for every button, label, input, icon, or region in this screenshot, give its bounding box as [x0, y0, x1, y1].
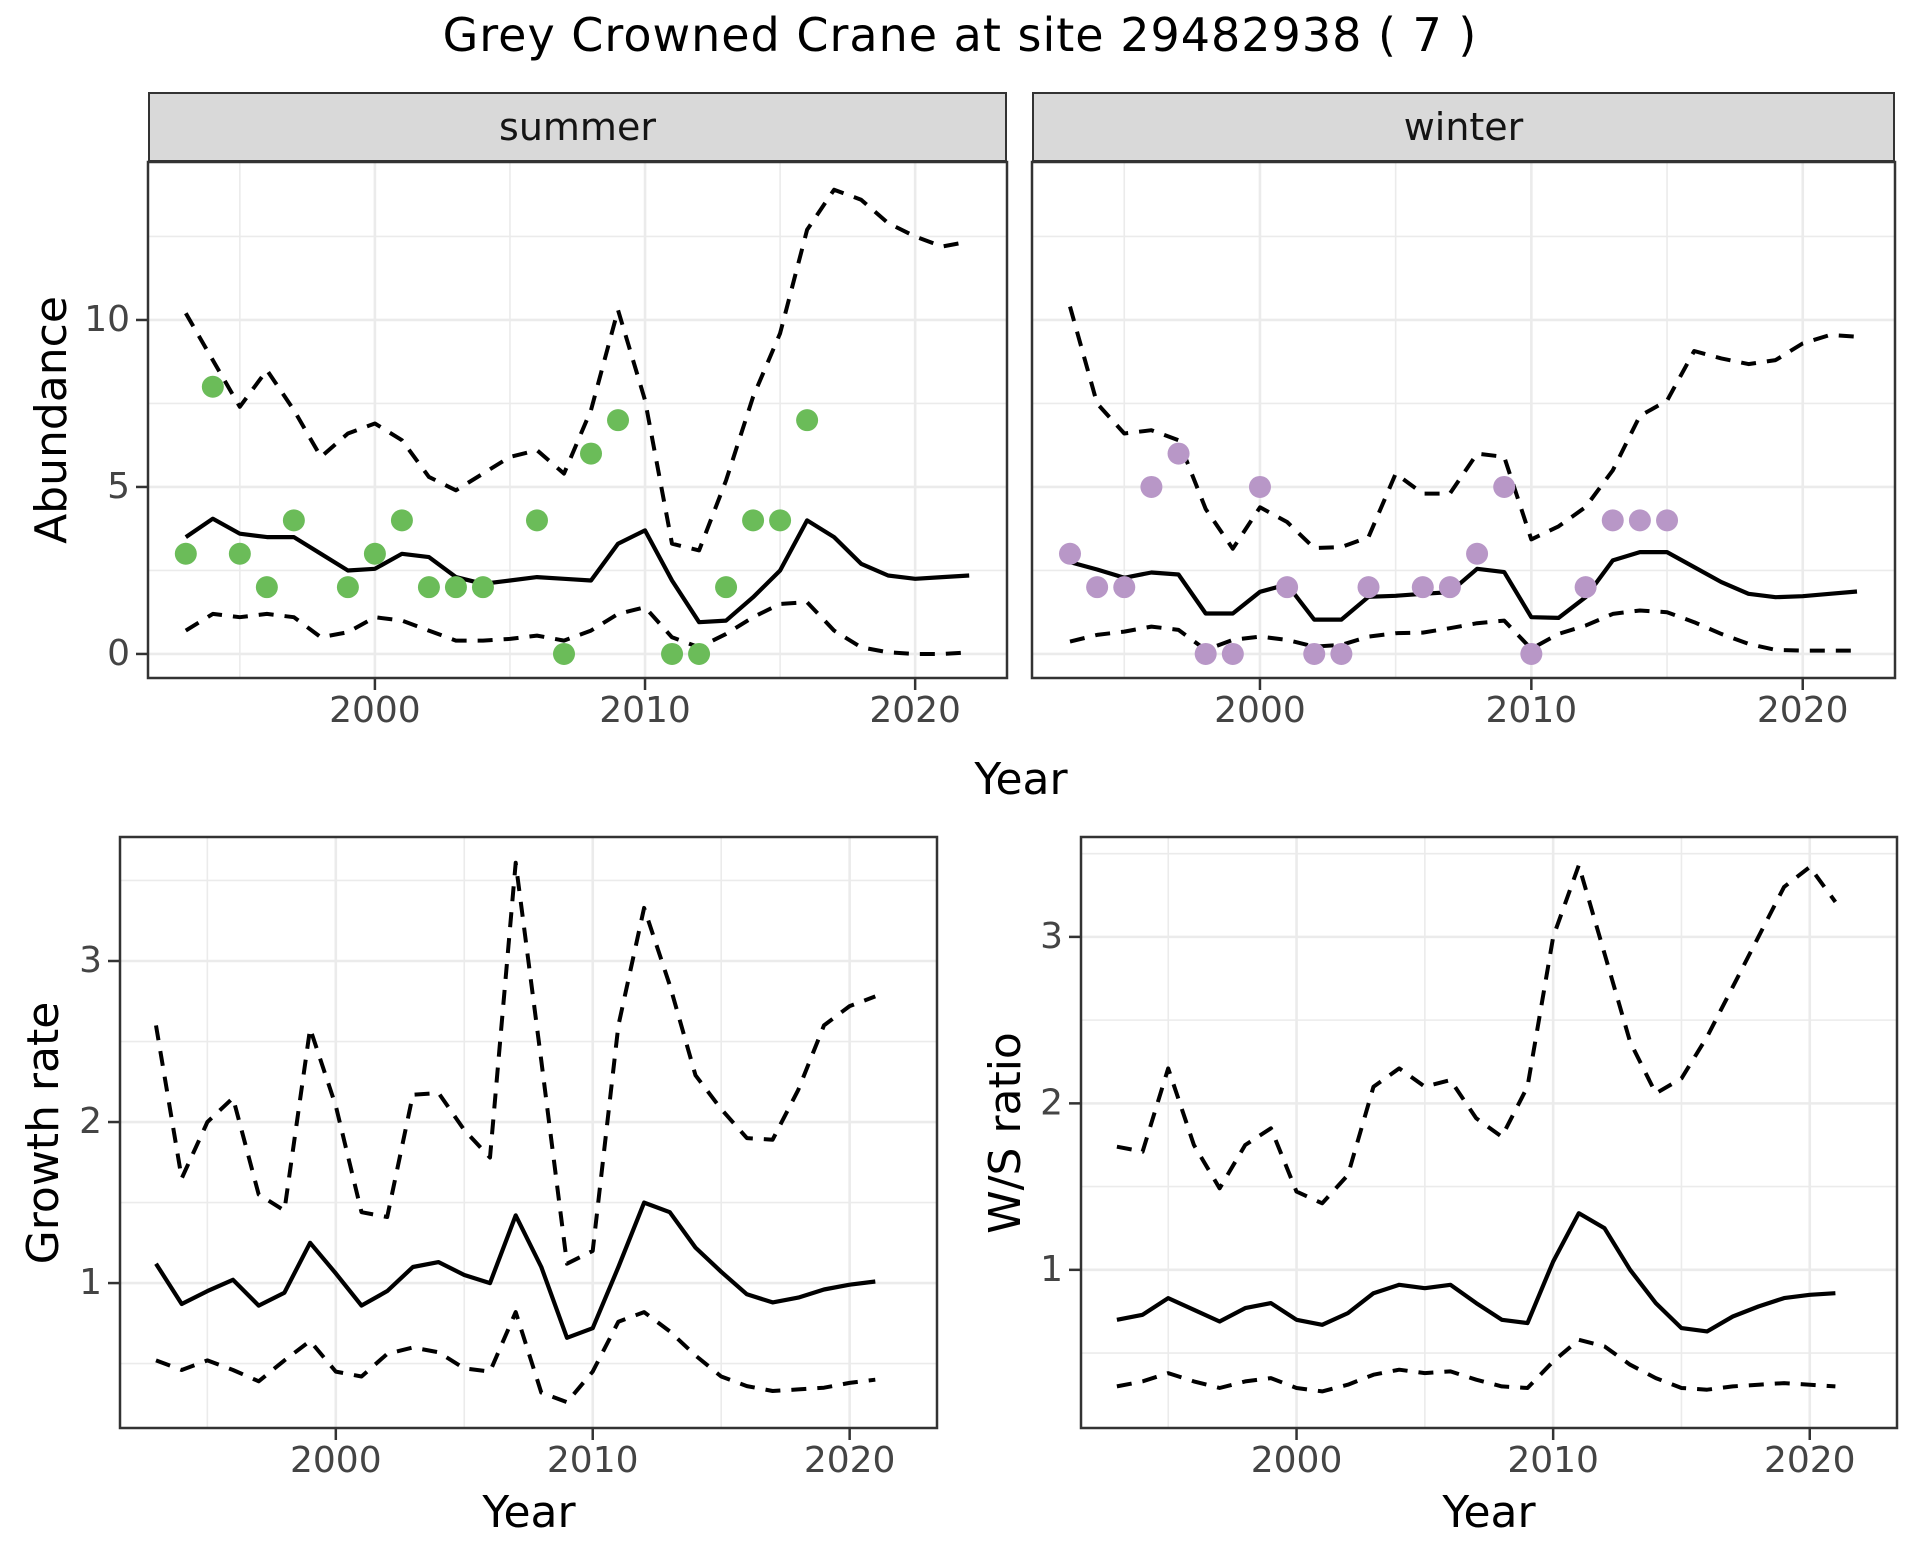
upper-ci-line	[154, 860, 877, 1266]
growth-rate-axis-title: Growth rate	[18, 1001, 69, 1265]
x-tick-label: 2020	[869, 690, 961, 731]
observation-point	[1357, 576, 1380, 599]
fit-line	[154, 1200, 876, 1340]
x-tick-label: 2000	[329, 690, 421, 731]
upper-ci-line	[184, 187, 970, 553]
panel-growth-rate: 2000 2010 2020 1 2 3	[79, 835, 939, 1481]
observation-point	[1058, 542, 1081, 565]
observation-point	[1194, 642, 1217, 665]
facet-strip-winter: winter	[1032, 92, 1895, 162]
observation-point	[580, 442, 603, 465]
observation-point	[1601, 509, 1624, 532]
observation-point	[1520, 642, 1543, 665]
observation-point	[1330, 642, 1353, 665]
x-tick-label: 2000	[290, 1440, 382, 1481]
x-tick-label: 2020	[1764, 1440, 1856, 1481]
observation-point	[769, 509, 792, 532]
observation-point	[742, 509, 765, 532]
observation-point	[228, 542, 251, 565]
lower-ci-line	[1116, 1337, 1836, 1394]
observation-point	[174, 542, 197, 565]
upper-ci-line	[1068, 306, 1858, 551]
observation-point	[1303, 642, 1326, 665]
observation-point	[1574, 576, 1597, 599]
fit-line	[1116, 1211, 1836, 1334]
observation-point	[715, 576, 738, 599]
y-tick-label: 1	[1040, 1249, 1063, 1290]
observation-point	[1276, 576, 1299, 599]
y-tick-label: 2	[1040, 1082, 1063, 1123]
observation-point	[1140, 475, 1163, 498]
panel-border	[118, 835, 939, 1430]
observation-point	[1656, 509, 1679, 532]
lower-ci-line	[184, 600, 970, 656]
observation-point	[1086, 576, 1109, 599]
ws-year-axis-title: Year	[1442, 1487, 1536, 1538]
observation-point	[1113, 576, 1136, 599]
panel-ws-ratio: 2000 2010 2020 1 2 3	[1040, 835, 1899, 1481]
fit-line	[1069, 550, 1858, 622]
observation-point	[282, 509, 305, 532]
fit-line	[184, 516, 970, 625]
abundance-axis-title: Abundance	[26, 296, 77, 544]
observation-point	[552, 642, 575, 665]
upper-ci-line	[1116, 863, 1838, 1206]
panel-border	[1079, 835, 1899, 1430]
x-tick-label: 2020	[1757, 690, 1849, 731]
lower-ci-line	[155, 1310, 876, 1405]
facet-strip-winter-label: winter	[1403, 105, 1524, 149]
observation-point	[363, 542, 386, 565]
y-tick-label: 3	[79, 940, 102, 981]
x-tick-label: 2010	[547, 1440, 639, 1481]
observation-point	[417, 576, 440, 599]
x-tick-label: 2000	[1251, 1440, 1343, 1481]
observation-point	[1438, 576, 1461, 599]
x-tick-label: 2000	[1214, 690, 1306, 731]
facet-strip-summer-label: summer	[499, 105, 656, 149]
x-tick-label: 2010	[1486, 690, 1578, 731]
page-title: Grey Crowned Crane at site 29482938 ( 7 …	[442, 8, 1478, 62]
panel-border	[146, 160, 1009, 680]
observation-point	[201, 375, 224, 398]
observation-point	[525, 509, 548, 532]
observation-point	[444, 576, 467, 599]
observation-point	[1628, 509, 1651, 532]
panel-abundance-winter: 2000 2010 2020	[1030, 160, 1897, 731]
panel-abundance-summer: 2000 2010 2020 0 5 10	[84, 160, 1009, 731]
y-tick-label: 3	[1040, 916, 1063, 957]
observation-point	[1493, 475, 1516, 498]
y-tick-label: 5	[107, 466, 130, 507]
x-tick-label: 2020	[804, 1440, 896, 1481]
x-tick-label: 2010	[1507, 1440, 1599, 1481]
ws-ratio-axis-title: W/S ratio	[980, 1032, 1031, 1234]
observation-point	[688, 642, 711, 665]
observation-point	[1466, 542, 1489, 565]
y-tick-label: 2	[79, 1101, 102, 1142]
observation-point	[336, 576, 359, 599]
observation-point	[471, 576, 494, 599]
y-tick-label: 1	[79, 1262, 102, 1303]
observation-point	[255, 576, 278, 599]
top-year-axis-title: Year	[974, 754, 1068, 805]
observation-point	[1167, 442, 1190, 465]
observation-point	[661, 642, 684, 665]
observation-point	[1248, 475, 1271, 498]
observation-point	[1221, 642, 1244, 665]
y-tick-label: 0	[107, 633, 130, 674]
observation-point	[390, 509, 413, 532]
observation-point	[607, 409, 630, 432]
panel-border	[1030, 160, 1897, 680]
growth-year-axis-title: Year	[482, 1487, 576, 1538]
observation-point	[1411, 576, 1434, 599]
observation-point	[796, 409, 819, 432]
facet-strip-summer: summer	[148, 92, 1007, 162]
y-tick-label: 10	[84, 299, 130, 340]
x-tick-label: 2010	[599, 690, 691, 731]
